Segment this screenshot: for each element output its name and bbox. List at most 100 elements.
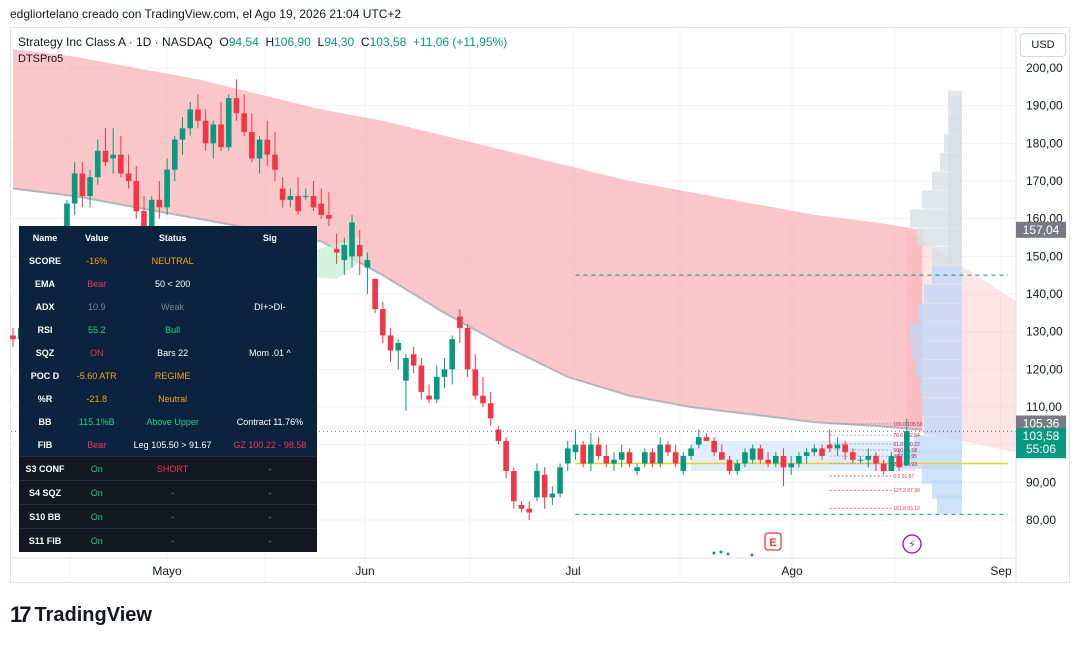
candle-body	[418, 365, 425, 392]
earnings-marker-icon: E	[769, 537, 776, 549]
candle-body	[302, 196, 309, 198]
candle-body	[695, 437, 702, 445]
candle-body	[195, 109, 201, 121]
candle-body	[64, 203, 70, 246]
row-value: -16%	[86, 255, 108, 266]
candle-body	[326, 214, 332, 219]
candle-body	[426, 395, 432, 400]
signal-value: On	[71, 480, 123, 505]
signal-dot	[726, 552, 730, 556]
candle-body	[364, 260, 371, 268]
signal-status: SHORT	[122, 456, 223, 481]
signal-name: S10 BB	[19, 504, 71, 529]
candle-body	[125, 173, 132, 181]
candle-body	[472, 369, 479, 396]
row-status: Bars 22	[157, 347, 189, 358]
row-status: REGIME	[154, 370, 191, 381]
fib-label: 161.8 83.12	[893, 506, 920, 512]
candle-body	[210, 124, 217, 144]
close-label: C	[360, 35, 370, 49]
candle-body	[588, 444, 594, 464]
row-name: RSI	[37, 324, 53, 335]
row-value: -21.8	[86, 393, 107, 404]
row-value: -5.60 ATR	[76, 370, 117, 381]
fib-label: 0.0 91.67	[893, 474, 914, 480]
currency-button[interactable]: USD	[1020, 33, 1066, 57]
candle-body	[480, 395, 486, 404]
y-tick-label: 150,00	[1026, 249, 1063, 263]
candle-body	[526, 508, 533, 513]
candle-body	[749, 448, 756, 460]
x-tick-label: Jun	[355, 564, 374, 578]
tv-logo-icon: 17	[10, 602, 32, 627]
candle-body	[310, 196, 317, 208]
dashboard-row: ADX 10.9 Weak DI+>DI-	[19, 295, 317, 318]
candle-body	[449, 339, 455, 370]
dashboard-header-row: Name Value Status Sig	[19, 226, 317, 249]
x-tick-label: Ago	[781, 564, 803, 578]
candle-body	[518, 504, 525, 509]
chart-caption: edgliortelano creado con TradingView.com…	[10, 7, 402, 21]
change-value: +11,06 (+11,95%)	[412, 35, 508, 49]
candle-body	[603, 455, 610, 464]
candle-body	[187, 109, 194, 129]
candle-body	[156, 199, 163, 208]
signal-dot	[719, 550, 723, 554]
volume-profile-bar	[924, 416, 962, 435]
candle-body	[642, 452, 648, 464]
symbol-name: Strategy Inc Class A · 1D · NASDAQ	[18, 35, 213, 49]
row-status: 50 < 200	[154, 278, 191, 289]
volume-profile-bar	[948, 90, 962, 264]
volume-profile-bar	[916, 359, 962, 379]
candle-body	[218, 124, 224, 148]
row-name: POC D	[30, 370, 60, 381]
level-badge-157-text: 157,04	[1023, 223, 1060, 237]
row-name: BB	[38, 416, 52, 427]
candle-body	[657, 444, 664, 464]
row-name: SQZ	[35, 347, 55, 358]
volume-profile-bar	[937, 495, 962, 514]
volume-profile-bar	[920, 378, 962, 398]
signal-dot	[712, 551, 716, 555]
tradingview-logo[interactable]: 17 TradingView	[10, 602, 152, 628]
row-sig	[223, 387, 317, 410]
candle-body	[487, 403, 494, 419]
signal-name: S3 CONF	[19, 456, 71, 481]
candle-body	[534, 471, 540, 498]
y-tick-label: 170,00	[1026, 174, 1063, 188]
y-tick-label: 130,00	[1026, 325, 1063, 339]
row-status: NEUTRAL	[151, 255, 194, 266]
signal-dot	[750, 553, 754, 557]
y-tick-label: 110,00	[1026, 400, 1062, 414]
candle-body	[495, 429, 502, 441]
candle-body	[688, 448, 694, 456]
indicator-name[interactable]: DTSPro5	[18, 53, 64, 65]
candle-body	[333, 248, 340, 253]
y-tick-label: 180,00	[1026, 136, 1063, 150]
y-tick-label: 200,00	[1026, 61, 1063, 75]
header-name: Name	[32, 232, 58, 243]
candle-body	[734, 463, 741, 472]
high-value: 106,90	[274, 35, 311, 49]
signal-row: S11 FIB On - -	[19, 528, 317, 552]
candle-body	[464, 327, 471, 370]
signal-status: -	[122, 480, 223, 505]
candle-body	[118, 154, 124, 174]
candle-body	[395, 342, 402, 351]
signal-sig: -	[222, 456, 317, 481]
candle-body	[87, 177, 93, 197]
dashboard-row: SCORE -16% NEUTRAL	[19, 249, 317, 272]
candle-body	[372, 278, 378, 310]
candle-body	[649, 452, 656, 464]
row-status: Neutral	[158, 393, 188, 404]
candle-body	[356, 245, 363, 257]
candle-body	[511, 471, 517, 502]
row-value: ON	[89, 347, 104, 358]
candle-body	[572, 444, 579, 453]
candle-body	[295, 196, 301, 212]
split-marker	[902, 534, 922, 554]
dashboard-row: RSI 55.2 Bull	[19, 318, 317, 341]
candle-body	[264, 139, 271, 155]
candle-body	[580, 444, 586, 464]
